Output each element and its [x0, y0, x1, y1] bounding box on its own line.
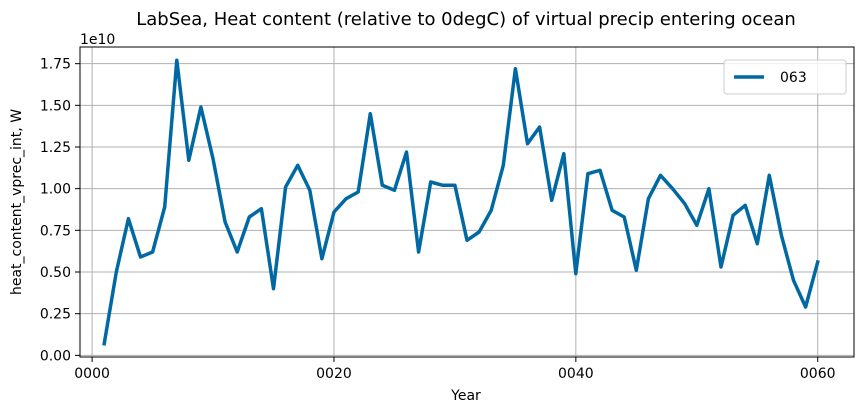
series-line: [102, 58, 820, 346]
plot-frame: [79, 46, 855, 358]
y-tick-label: 0.50: [40, 265, 71, 281]
y-tick-label: 0.25: [40, 307, 71, 323]
y-tick-label: 0.00: [40, 348, 71, 364]
x-tick-label: 0000: [74, 366, 110, 382]
y-tick-label: 1.50: [40, 98, 71, 114]
legend: 063: [723, 59, 847, 95]
y-axis-label: heat_content_vprec_int, W: [9, 109, 25, 295]
x-tick-label: 0020: [316, 366, 352, 382]
x-axis-label: Year: [450, 388, 481, 404]
axis-ticks: 0000 0020 0040 0060 0.00 0.25 0.50 0.75 1.00 1.25…: [40, 57, 836, 382]
chart-title: LabSea, Heat content (relative to 0degC)…: [136, 9, 796, 30]
grid: [80, 47, 854, 357]
y-tick-label: 1.75: [40, 57, 71, 73]
series-lines: [102, 58, 820, 346]
y-tick-label: 0.75: [40, 223, 71, 239]
y-tick-label: 1.00: [40, 182, 71, 198]
x-tick-label: 0040: [558, 366, 594, 382]
legend-box: [723, 59, 847, 95]
x-tick-label: 0060: [800, 366, 836, 382]
y-axis-multiplier: 1e10: [80, 32, 115, 48]
y-tick-label: 1.25: [40, 140, 71, 156]
legend-entry: 063: [780, 70, 807, 86]
